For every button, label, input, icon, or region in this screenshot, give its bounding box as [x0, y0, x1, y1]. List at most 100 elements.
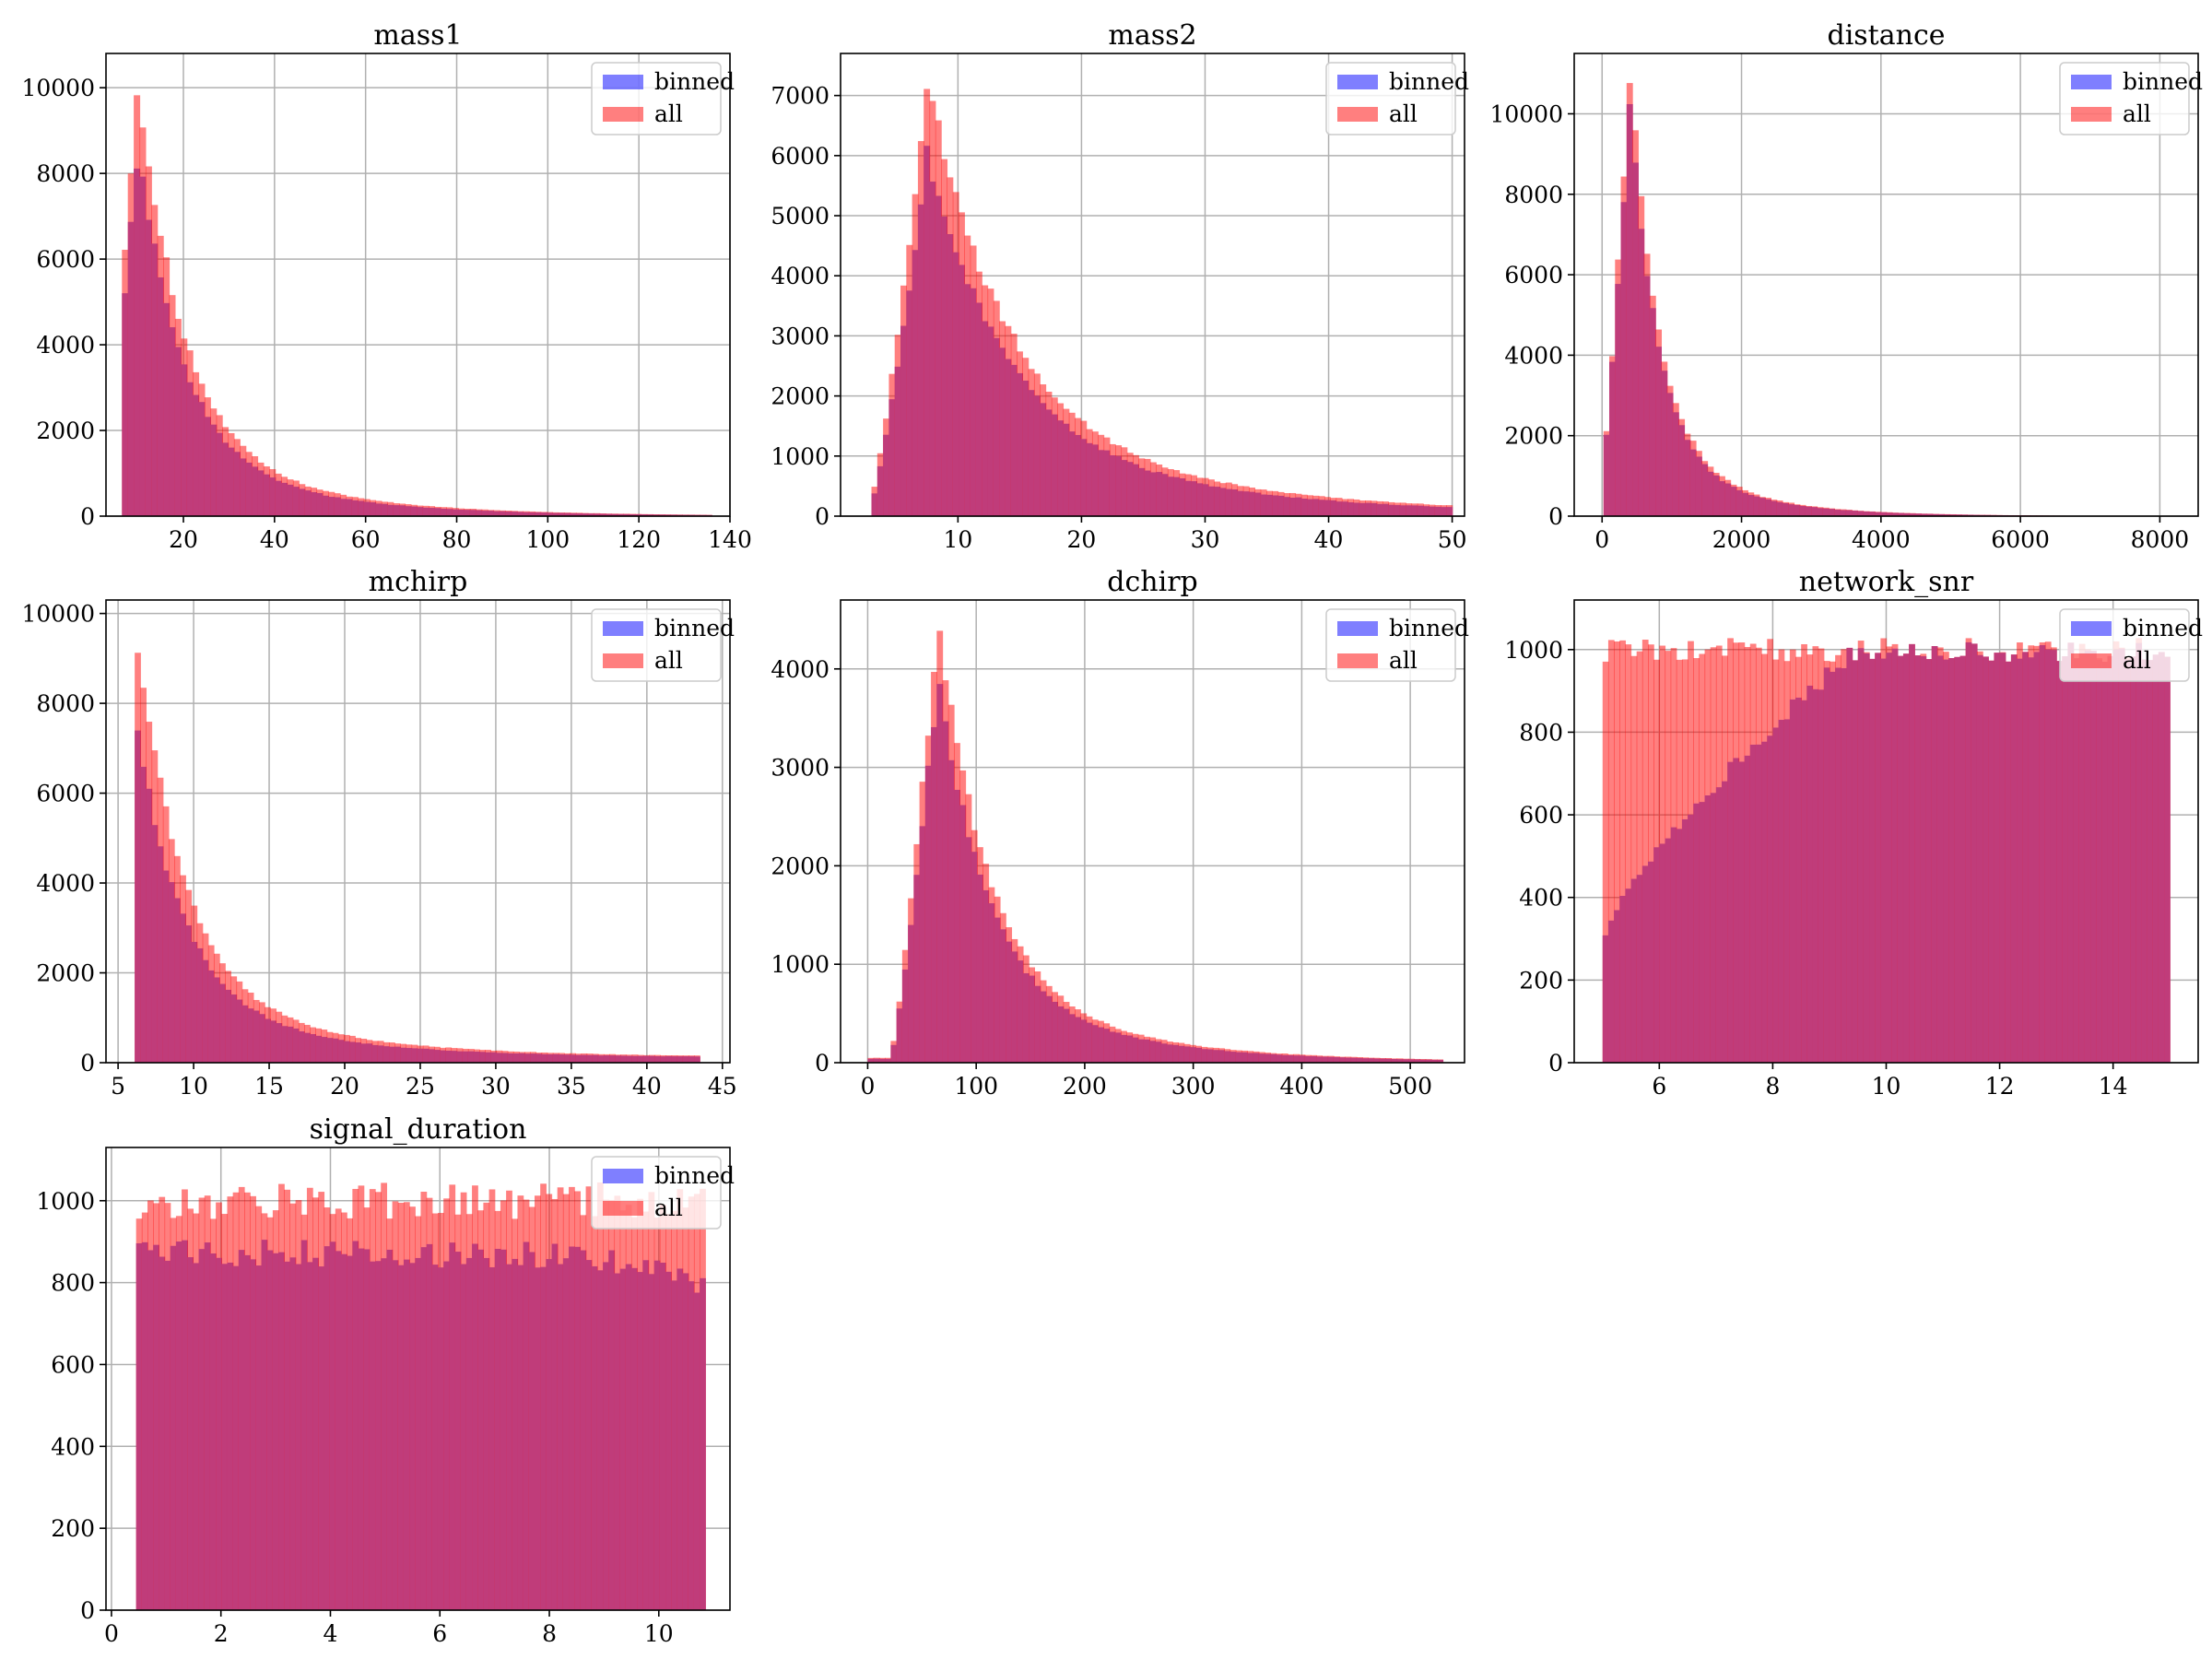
bar-binned: [635, 514, 642, 516]
bar-binned: [1330, 500, 1337, 516]
bar-binned: [1327, 1056, 1335, 1063]
bar-binned: [1659, 843, 1666, 1063]
subplot-title: mass2: [1108, 19, 1196, 52]
bar-binned: [216, 432, 223, 516]
bar-binned: [393, 505, 400, 516]
bar-binned: [581, 1054, 588, 1063]
x-tick-label: 10: [179, 1073, 208, 1100]
bar-binned: [637, 1272, 643, 1610]
bar-binned: [1880, 512, 1888, 516]
x-tick-label: 25: [406, 1073, 435, 1100]
bar-binned: [1689, 449, 1697, 516]
bar-binned: [1949, 514, 1957, 516]
y-tick-label: 0: [80, 1597, 95, 1624]
bar-binned: [1738, 761, 1746, 1063]
bar-all: [1619, 640, 1626, 1063]
bar-binned: [1231, 489, 1239, 516]
bar-binned: [901, 969, 909, 1063]
axes-frame: [105, 599, 731, 1064]
y-tick-label: 3000: [771, 323, 830, 349]
subplot-mass1: 20 40 60 80 100 120 140 0 2000 4000 6000 8000 10000 m…: [21, 19, 751, 553]
x-tick-label: 100: [525, 526, 570, 553]
bar-binned: [987, 326, 994, 516]
bar-binned: [375, 1261, 382, 1610]
bar-binned: [1414, 1059, 1421, 1063]
bar-binned: [1823, 667, 1830, 1063]
bar-binned: [213, 977, 220, 1063]
bar-binned: [1068, 431, 1076, 516]
bar-binned: [660, 1056, 667, 1063]
legend-swatch-binned: [603, 621, 643, 636]
bar-binned: [1840, 510, 1847, 516]
bar-binned: [394, 1046, 401, 1063]
bar-binned: [1316, 1056, 1324, 1063]
bar-binned: [1641, 865, 1649, 1063]
bar-binned: [420, 1247, 428, 1610]
bar-binned: [1799, 506, 1806, 516]
bar-binned: [1391, 1058, 1398, 1063]
legend-swatch-all: [1337, 107, 1378, 122]
bar-binned: [630, 1267, 638, 1610]
bar-binned: [458, 510, 465, 516]
bar-binned: [1225, 488, 1232, 516]
bar-binned: [198, 1249, 206, 1610]
bar-binned: [496, 1053, 503, 1063]
bar-binned: [1388, 504, 1395, 516]
bar-binned: [1626, 103, 1633, 517]
bar-binned: [1063, 1008, 1070, 1063]
bar-binned: [1701, 464, 1709, 516]
bar-binned: [1068, 1014, 1076, 1063]
bar-binned: [608, 1250, 616, 1610]
x-tick-label: 8000: [2131, 526, 2190, 553]
bar-binned: [677, 1268, 684, 1610]
x-tick-label: 5: [111, 1073, 125, 1100]
bar-binned: [1943, 659, 1949, 1063]
bar-binned: [147, 1250, 154, 1610]
bar-binned: [1109, 455, 1116, 516]
bar-binned: [322, 495, 329, 516]
bar-binned: [1938, 513, 1945, 516]
bar-binned: [1897, 655, 1904, 1063]
y-tick-label: 5000: [771, 203, 830, 229]
bar-binned: [298, 1031, 305, 1063]
bar-binned: [275, 480, 282, 516]
bar-binned: [993, 337, 1000, 516]
y-tick-label: 0: [1548, 1050, 1563, 1077]
bar-binned: [222, 442, 229, 516]
bar-binned: [400, 1047, 407, 1063]
bar-binned: [1801, 700, 1807, 1063]
bar-binned: [540, 512, 547, 516]
y-tick-label: 4000: [36, 870, 95, 897]
x-tick-label: 8: [1765, 1073, 1780, 1100]
bar-binned: [346, 499, 353, 516]
bar-binned: [964, 284, 971, 516]
bar-binned: [2044, 649, 2052, 1063]
subplot-title: mchirp: [369, 566, 468, 598]
bar-binned: [1795, 697, 1802, 1063]
bar-binned: [1845, 510, 1853, 516]
bar-binned: [1909, 643, 1915, 1063]
bar-binned: [900, 325, 907, 516]
bar-binned: [1149, 1041, 1157, 1063]
bar-binned: [289, 1257, 297, 1610]
bar-binned: [1778, 720, 1785, 1063]
bar-binned: [596, 1270, 604, 1610]
bar-binned: [606, 513, 613, 516]
bar-binned: [499, 511, 506, 516]
bar-binned: [1057, 1006, 1065, 1063]
bar-binned: [1615, 284, 1622, 516]
bar-binned: [547, 1053, 554, 1063]
bar-binned: [135, 1242, 143, 1610]
bar-binned: [434, 508, 441, 516]
legend-swatch-binned: [1337, 621, 1378, 636]
bar-binned: [1948, 658, 1955, 1063]
bar-binned: [490, 1052, 498, 1063]
bar-binned: [250, 1259, 256, 1610]
legend-label-binned: binned: [654, 1162, 735, 1189]
bar-binned: [626, 1055, 633, 1063]
bar-binned: [1318, 500, 1325, 516]
bar-binned: [370, 502, 377, 516]
y-tick-label: 7000: [771, 83, 830, 110]
bar-binned: [1880, 658, 1888, 1063]
bar-binned: [269, 477, 276, 516]
